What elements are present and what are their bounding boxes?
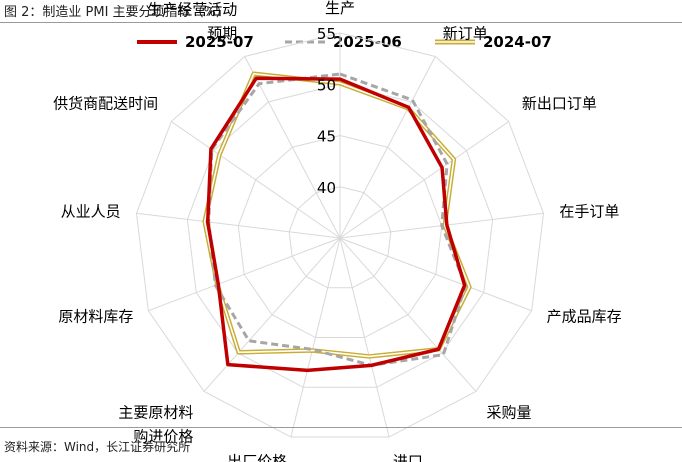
axis-label-6: 进口 <box>393 453 423 462</box>
bottom-rule <box>0 427 682 428</box>
axis-label-4: 产成品库存 <box>547 307 622 325</box>
chart-legend: 2025-07 2025-06 2024-07 <box>137 33 552 51</box>
grid-ring-45 <box>237 134 443 339</box>
tick-label-55: 55 <box>317 25 336 43</box>
grid-spoke-12 <box>244 56 341 239</box>
radar-grid <box>135 32 545 438</box>
tick-label-45: 45 <box>317 128 336 146</box>
source-note: 资料来源：Wind，长江证券研究所 <box>4 440 191 454</box>
grid-spoke-9 <box>148 237 341 312</box>
axis-label-8-line-1: 购进价格 <box>133 427 193 445</box>
series-2025-07-line <box>205 76 467 373</box>
axis-label-11: 供货商配送时间 <box>53 94 158 112</box>
grid-spoke-10 <box>136 212 341 239</box>
figure-title: 图 2：制造业 PMI 主要分项指标（%） <box>4 5 229 20</box>
axis-label-5: 采购量 <box>487 403 532 421</box>
series-2024-07-line <box>202 71 472 359</box>
axis-label-10: 从业人员 <box>61 202 121 220</box>
legend-2025-06-label: 2025-06 <box>333 33 402 51</box>
axis-label-1: 新订单 <box>443 24 488 42</box>
axis-label-3: 在手订单 <box>559 202 619 220</box>
axis-label-9: 原材料库存 <box>58 307 133 325</box>
axis-label-8-line-0: 主要原材料 <box>118 403 193 421</box>
tick-label-40: 40 <box>317 179 336 197</box>
axis-label-12-line-0: 生产经营活动 <box>147 0 237 18</box>
series-2025-06-line <box>207 72 468 367</box>
radial-tick-labels: 40 45 50 55 <box>317 25 336 197</box>
radar-series <box>202 71 472 373</box>
legend-2025-07-label: 2025-07 <box>185 33 254 51</box>
grid-ring-40 <box>288 186 392 289</box>
series-2024-07-line-core <box>203 72 471 358</box>
grid-spoke-2 <box>339 121 509 239</box>
axis-label-0: 生产 <box>325 0 355 17</box>
grid-spoke-7 <box>290 237 341 438</box>
grid-spoke-6 <box>339 237 390 438</box>
grid-ring-55 <box>135 32 545 438</box>
top-rule <box>0 22 682 23</box>
legend-2024-07-label: 2024-07 <box>483 33 552 51</box>
axis-label-2: 新出口订单 <box>522 94 597 112</box>
tick-label-50: 50 <box>317 76 336 94</box>
grid-spoke-4 <box>339 237 532 312</box>
grid-spoke-11 <box>171 121 341 239</box>
grid-spoke-5 <box>339 237 477 392</box>
axis-label-7: 出厂价格 <box>227 453 287 462</box>
axis-label-12-line-1: 预期 <box>207 24 237 42</box>
grid-spoke-1 <box>339 56 436 239</box>
